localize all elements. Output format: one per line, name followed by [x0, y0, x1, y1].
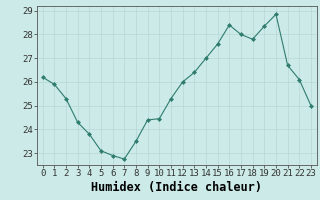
X-axis label: Humidex (Indice chaleur): Humidex (Indice chaleur): [91, 181, 262, 194]
